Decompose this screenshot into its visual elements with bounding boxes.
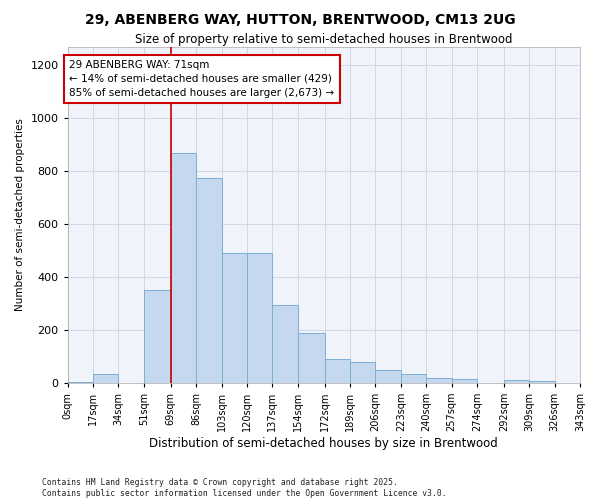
Bar (376, 370, 401, 383)
Bar (529, 381, 554, 383)
Bar (452, 380, 477, 383)
Bar (426, 378, 452, 383)
Bar (93, 374, 118, 383)
Bar (144, 290, 171, 383)
Bar (221, 253, 247, 383)
Bar (298, 332, 325, 383)
Bar (350, 362, 376, 383)
Y-axis label: Number of semi-detached properties: Number of semi-detached properties (15, 118, 25, 311)
Bar (272, 305, 298, 383)
Bar (401, 374, 426, 383)
Text: 29, ABENBERG WAY, HUTTON, BRENTWOOD, CM13 2UG: 29, ABENBERG WAY, HUTTON, BRENTWOOD, CM1… (85, 12, 515, 26)
Bar (325, 359, 350, 383)
Text: 29 ABENBERG WAY: 71sqm
← 14% of semi-detached houses are smaller (429)
85% of se: 29 ABENBERG WAY: 71sqm ← 14% of semi-det… (69, 60, 334, 98)
Bar (68, 382, 93, 383)
Text: Contains HM Land Registry data © Crown copyright and database right 2025.
Contai: Contains HM Land Registry data © Crown c… (42, 478, 446, 498)
X-axis label: Distribution of semi-detached houses by size in Brentwood: Distribution of semi-detached houses by … (149, 437, 498, 450)
Bar (504, 380, 529, 383)
Bar (196, 178, 221, 383)
Bar (171, 152, 196, 383)
Title: Size of property relative to semi-detached houses in Brentwood: Size of property relative to semi-detach… (135, 32, 512, 46)
Bar (247, 253, 272, 383)
